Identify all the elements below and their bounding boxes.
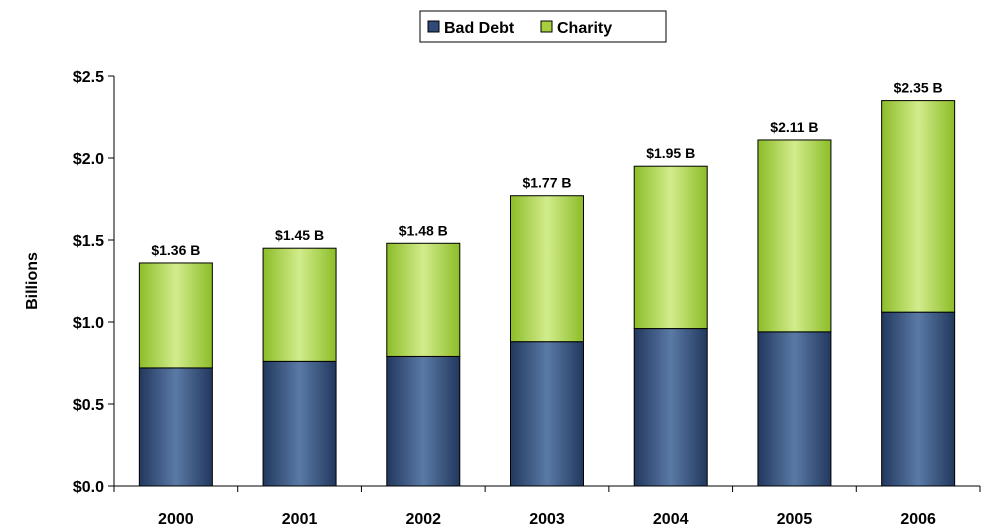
total-label-2005: $2.11 B <box>770 119 818 135</box>
x-tick-label: 2006 <box>900 511 936 528</box>
total-label-2003: $1.77 B <box>522 175 571 191</box>
axes: $0.0 $0.5 $1.0 $1.5 $2.0 $2.5 2000 2001 2002 2003… <box>24 69 981 528</box>
total-label-2000: $1.36 B <box>151 242 200 258</box>
bar-bad-debt-2006 <box>881 311 956 487</box>
total-label-2006: $2.35 B <box>894 80 943 96</box>
bar-bad-debt-2000 <box>138 367 213 487</box>
legend: Bad Debt Charity <box>419 10 667 43</box>
total-label-2002: $1.48 B <box>399 222 448 238</box>
x-tick-label: 2000 <box>158 511 194 528</box>
y-tick-label: $1.5 <box>73 233 104 250</box>
y-tick-label: $1.0 <box>73 315 104 332</box>
total-label-2004: $1.95 B <box>646 145 695 161</box>
legend-swatch-charity <box>540 20 553 33</box>
x-tick-label: 2002 <box>405 511 441 528</box>
x-tick-label: 2004 <box>653 511 689 528</box>
data-labels: $1.36 B $1.45 B $1.48 B $1.77 B $1.95 B $2.11… <box>151 80 942 258</box>
legend-label-bad-debt: Bad Debt <box>444 20 515 37</box>
y-axis-title: Billions <box>24 252 41 310</box>
x-tick-label: 2005 <box>777 511 813 528</box>
y-tick-label: $0.0 <box>73 479 104 496</box>
legend-label-charity: Charity <box>557 20 612 37</box>
bars <box>138 100 956 487</box>
bar-bad-debt-2004 <box>633 328 708 487</box>
x-tick-label: 2003 <box>529 511 565 528</box>
y-tick-label: $2.0 <box>73 151 104 168</box>
legend-swatch-bad-debt <box>427 20 440 33</box>
bar-charity-2001 <box>262 247 337 362</box>
total-label-2001: $1.45 B <box>275 227 324 243</box>
bar-charity-2006 <box>881 100 956 313</box>
bar-charity-2002 <box>386 242 461 357</box>
bar-bad-debt-2001 <box>262 360 337 487</box>
bar-bad-debt-2005 <box>757 331 832 487</box>
x-tick-label: 2001 <box>282 511 318 528</box>
y-tick-label: $0.5 <box>73 397 104 414</box>
bar-charity-2005 <box>757 139 832 333</box>
y-tick-label: $2.5 <box>73 69 104 86</box>
bar-charity-2003 <box>510 195 584 343</box>
bar-charity-2000 <box>138 262 213 369</box>
bar-bad-debt-2003 <box>510 341 584 487</box>
bar-charity-2004 <box>633 165 708 330</box>
bar-bad-debt-2002 <box>386 355 461 487</box>
